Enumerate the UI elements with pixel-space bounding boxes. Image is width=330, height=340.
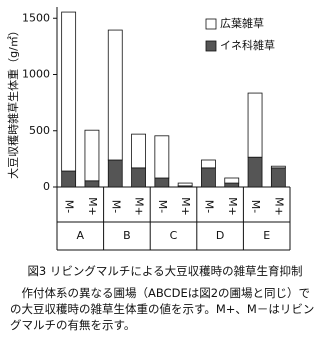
bar-segment bbox=[154, 135, 170, 179]
caption: 図3 リビングマルチによる大豆収穫時の雑草生育抑制 bbox=[27, 264, 303, 278]
y-tick-label: 500 bbox=[29, 124, 50, 137]
legend-swatch bbox=[205, 40, 217, 52]
note: 作付体系の異なる圃場（ABCDEは図2の圃場と同じ）での大豆収穫時の雑草生体重の… bbox=[10, 286, 315, 332]
group-label: D bbox=[216, 229, 224, 242]
x-tick-label: M- bbox=[249, 200, 262, 213]
chart: 大豆収穫時雑草生体重（g/㎡） 0 500 1000 1500 A B C D E M- M+ M- M… bbox=[6, 7, 291, 251]
bar-segment bbox=[61, 170, 77, 188]
bar-segment bbox=[107, 29, 123, 161]
legend-label: 広葉雑草 bbox=[220, 16, 264, 30]
legend-label: イネ科雑草 bbox=[220, 38, 275, 52]
x-tick-label: M+ bbox=[226, 197, 239, 216]
group-label: B bbox=[123, 229, 131, 242]
group-label: A bbox=[77, 229, 85, 242]
bar-segment bbox=[270, 167, 286, 188]
bar-segment bbox=[84, 129, 100, 182]
x-tick-label: M- bbox=[63, 200, 76, 213]
bar-segment bbox=[131, 167, 146, 188]
x-tick-label: M- bbox=[109, 200, 122, 213]
x-tick-label: M+ bbox=[179, 197, 192, 216]
bar-segment bbox=[131, 133, 146, 169]
bar-segment bbox=[247, 92, 263, 158]
y-tick-label: 1000 bbox=[22, 68, 50, 81]
x-tick-label: M+ bbox=[86, 197, 99, 216]
group-label: C bbox=[170, 229, 178, 242]
x-tick-label: M- bbox=[202, 200, 215, 213]
bar-segment bbox=[107, 159, 123, 188]
bar-segment bbox=[270, 165, 286, 169]
y-tick-label: 0 bbox=[43, 180, 50, 193]
legend-swatch bbox=[205, 18, 217, 30]
bar-segment bbox=[224, 182, 240, 188]
group-label: E bbox=[263, 229, 270, 242]
bar-segment bbox=[201, 159, 216, 169]
bar-segment bbox=[84, 180, 100, 188]
x-tick-label: M- bbox=[156, 200, 169, 213]
bar-segment bbox=[177, 182, 193, 187]
x-tick-label: M+ bbox=[272, 197, 285, 216]
y-axis-label: 大豆収穫時雑草生体重（g/㎡） bbox=[6, 25, 20, 179]
x-tick-label: M+ bbox=[133, 197, 146, 216]
bar-segment bbox=[61, 11, 77, 172]
bar-segment bbox=[224, 177, 240, 184]
bar-segment bbox=[201, 167, 216, 188]
bar-segment bbox=[154, 177, 170, 188]
bar-segment bbox=[247, 156, 263, 188]
y-tick-label: 1500 bbox=[22, 11, 50, 24]
